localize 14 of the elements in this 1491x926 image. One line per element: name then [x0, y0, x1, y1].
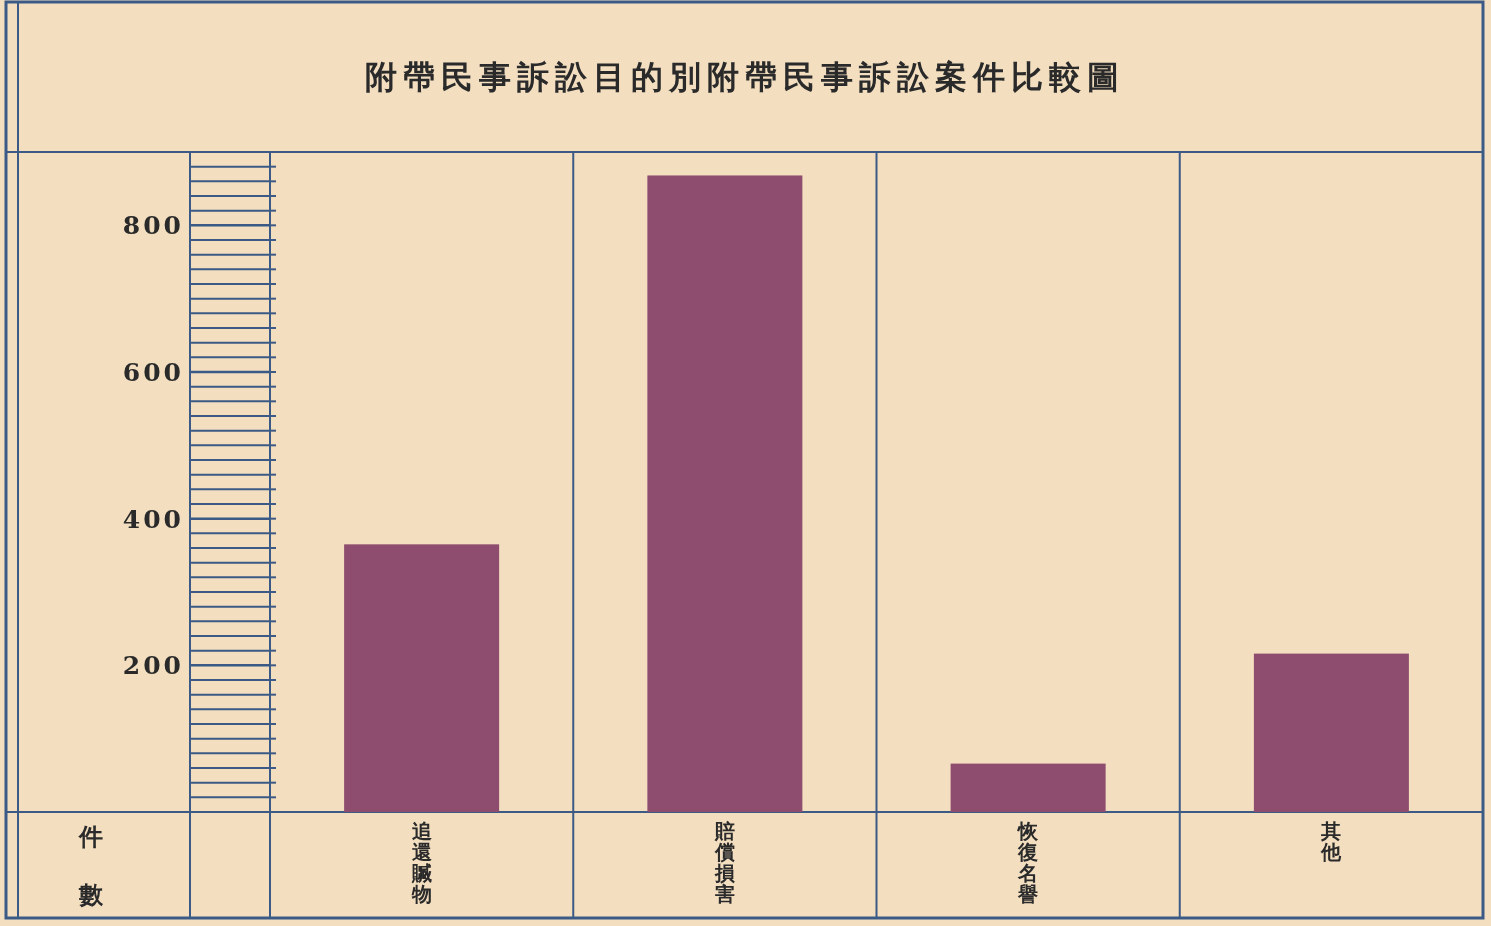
text: 件數	[79, 822, 103, 909]
y-tick-label: 600	[122, 358, 184, 387]
x-tick-label: 賠償損害	[713, 819, 735, 906]
y-tick-label: 400	[122, 504, 184, 534]
y-tick-label: 200	[122, 651, 184, 681]
chart-title: 附帶民事訴訟目的別附帶民事訴訟案件比較圖	[364, 58, 1125, 96]
bar	[950, 763, 1106, 812]
bar	[1253, 653, 1409, 812]
bar	[344, 544, 500, 812]
x-tick-label: 其他	[1320, 819, 1343, 864]
y-tick-label: 800	[122, 211, 184, 241]
x-tick-label: 追還贓物	[410, 819, 432, 906]
x-tick-label: 恢復名譽	[1016, 819, 1040, 906]
bar	[647, 175, 803, 812]
